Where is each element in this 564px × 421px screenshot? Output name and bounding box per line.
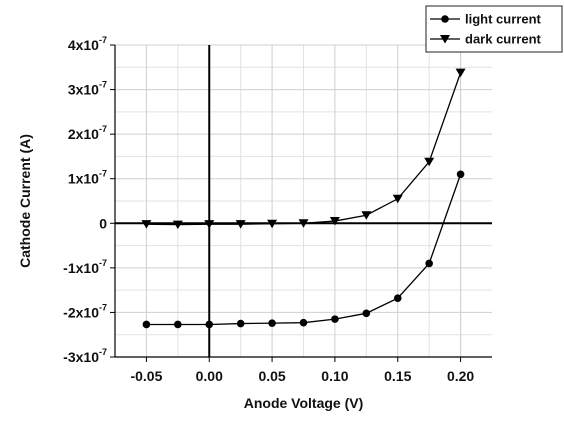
data-point — [425, 259, 433, 268]
data-point — [424, 157, 435, 167]
data-point — [362, 309, 371, 318]
x-tick-label: 0.00 — [196, 368, 223, 384]
legend-label: dark current — [465, 32, 542, 47]
y-tick-label: -2x10-7 — [63, 302, 107, 320]
y-tick-label: 1x10-7 — [68, 169, 107, 187]
data-point — [298, 219, 309, 228]
legend-item: dark current — [430, 32, 542, 47]
data-point — [204, 220, 215, 229]
x-axis-title: Anode Voltage (V) — [244, 395, 364, 411]
axes — [110, 44, 492, 362]
series-light-current — [142, 170, 465, 329]
x-tick-label: 0.20 — [447, 368, 474, 384]
x-tick-label: -0.05 — [130, 368, 162, 384]
x-tick-label: 0.05 — [258, 368, 285, 384]
legend-marker — [441, 15, 449, 23]
y-axis-title: Cathode Current (A) — [17, 134, 33, 268]
y-tick-label: 2x10-7 — [68, 124, 107, 142]
data-point — [267, 219, 278, 229]
y-tick-label: -1x10-7 — [63, 258, 107, 276]
y-tick-label: 0 — [99, 215, 107, 231]
tick-labels: -0.05 0.00 0.05 0.10 0.15 0.20 4x10-7 3x10-7 2x1… — [63, 35, 474, 384]
data-point — [268, 319, 276, 327]
series-dark-current — [141, 68, 466, 230]
legend-item: light current — [430, 12, 542, 27]
data-point — [392, 194, 403, 204]
legend-label: light current — [465, 12, 542, 27]
legend-box — [425, 5, 563, 53]
data-point — [174, 320, 182, 329]
y-tick-label: 3x10-7 — [68, 80, 107, 98]
legend: light current dark current — [425, 5, 563, 53]
data-point — [172, 220, 183, 230]
grid — [114, 44, 492, 358]
data-point — [205, 320, 214, 329]
x-tick-label: 0.15 — [384, 368, 411, 384]
data-series — [141, 68, 466, 329]
data-point — [393, 294, 402, 302]
data-point — [299, 318, 308, 327]
data-point — [236, 319, 245, 328]
data-point — [142, 320, 151, 329]
data-point — [235, 220, 246, 229]
legend-marker — [440, 35, 450, 44]
data-point — [329, 217, 340, 226]
data-point — [455, 68, 466, 78]
y-tick-label: 4x10-7 — [68, 35, 107, 53]
data-point — [456, 170, 465, 179]
data-point — [141, 220, 152, 229]
data-point — [361, 211, 372, 220]
data-point — [331, 315, 339, 323]
y-tick-label: -3x10-7 — [63, 347, 107, 365]
x-tick-label: 0.10 — [321, 368, 348, 384]
